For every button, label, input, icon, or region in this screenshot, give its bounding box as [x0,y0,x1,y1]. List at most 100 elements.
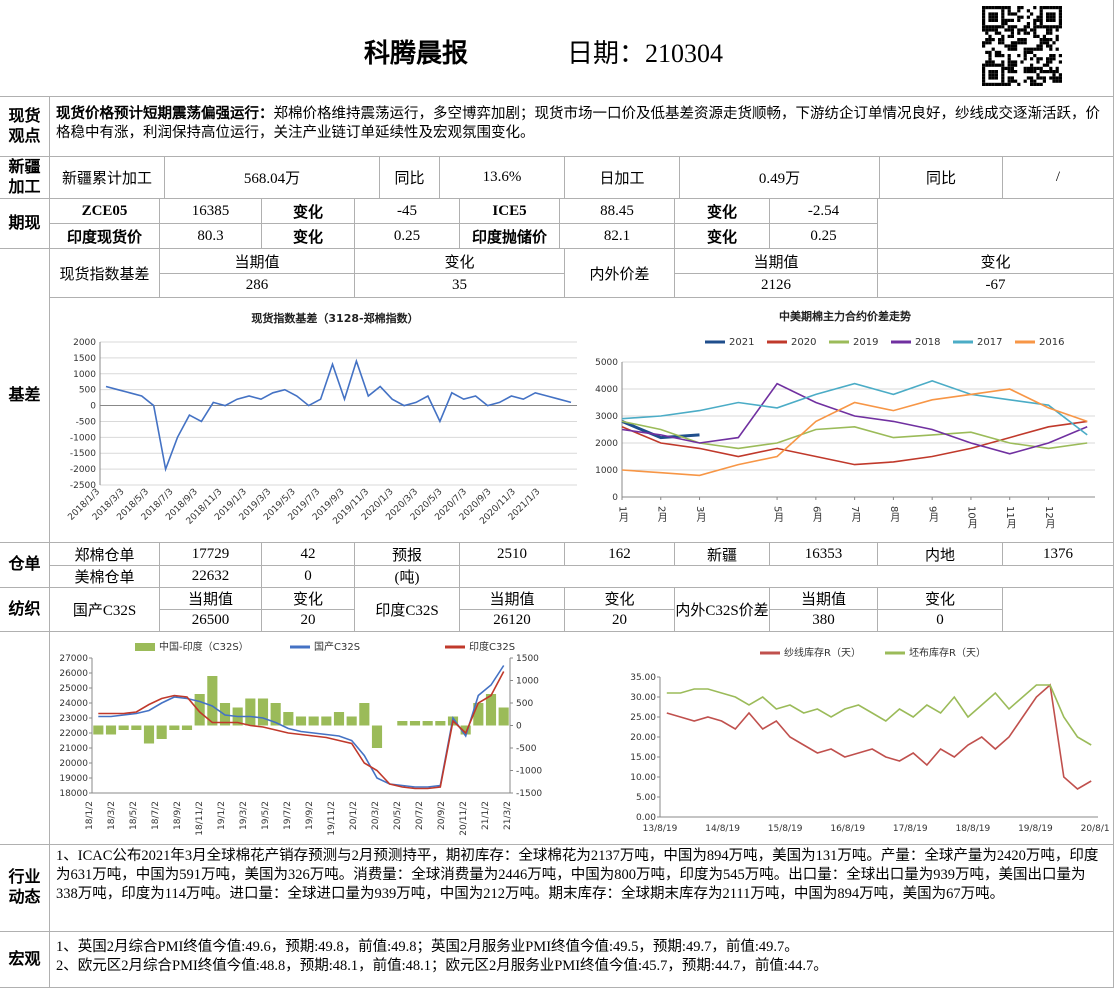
cell: 变化 [564,587,675,610]
qr-module [994,50,998,54]
qr-module [1049,15,1053,19]
legend-swatch [891,340,911,344]
cell: 0 [877,609,1003,632]
qr-module [1030,66,1034,70]
qr-module [1039,70,1043,74]
qr-module [1046,28,1050,32]
qr-module [998,82,1002,86]
qr-module [1014,25,1018,29]
qr-module [1049,70,1053,74]
cell: 变化 [261,198,355,224]
qr-module [1049,57,1053,61]
y-tick-label: 0 [90,402,96,412]
series-line [98,665,505,788]
qr-module [1036,34,1040,38]
qr-module [1033,54,1037,58]
qr-module [1030,50,1034,54]
qr-module [1039,82,1043,86]
qr-module [1033,6,1037,10]
cell: 88.45 [559,198,675,224]
qr-module [1030,82,1034,86]
bar [270,703,281,726]
qr-module [1001,6,1005,10]
x-tick-label: 19/7/2 [283,801,293,830]
qr-module [1042,79,1046,83]
x-tick-label: 20/8/19 [1081,824,1110,834]
qr-module [1052,57,1056,61]
qr-module [985,31,989,35]
qr-module [1014,41,1018,45]
qr-module [1042,25,1046,29]
qr-module [1036,73,1040,77]
qr-module [991,12,995,16]
qr-module [1020,38,1024,42]
y-tick-label: 18000 [59,789,88,799]
cell: 日加工 [564,156,680,199]
qr-module [1052,6,1056,10]
qr-module [1007,28,1011,32]
qr-module [1055,28,1059,32]
qr-module [1049,31,1053,35]
cell: 当期值 [159,248,355,274]
x-tick-label: 18/5/2 [129,801,139,830]
legend-label: 2021 [729,337,754,348]
series-line [666,683,1092,790]
qr-module [1023,31,1027,35]
x-tick-label: 20/11/2 [459,801,469,836]
qr-module [1046,41,1050,45]
cell: 22632 [159,565,262,588]
qr-module [1052,76,1056,80]
qr-module [1004,18,1008,22]
qr-module [1010,63,1014,67]
qr-module [1046,70,1050,74]
cell: 当期值 [459,587,565,610]
x-tick-label: 14/8/19 [705,824,740,834]
x-tick-label: 6月 [810,506,822,523]
legend-label: 印度C32S [469,640,515,653]
qr-module [1007,9,1011,13]
qr-module [988,18,992,22]
row-label [0,631,50,845]
qr-module [998,6,1002,10]
qr-module [1007,66,1011,70]
qr-module [1046,57,1050,61]
bar [321,716,332,726]
x-tick-label: 21/3/2 [503,801,513,830]
cell: 0.49万 [679,156,880,199]
qr-module [985,82,989,86]
qr-module [1058,22,1062,26]
x-tick-label: 18/7/2 [151,801,161,830]
title: 科腾晨报 [364,39,469,68]
qr-module [1014,44,1018,48]
cell: 变化 [877,587,1003,610]
qr-module [991,70,995,74]
qr-module [982,73,986,77]
qr-module [1033,82,1037,86]
y-tick-label: 0.00 [636,813,656,823]
cell: 美棉仓单 [49,565,160,588]
series-line [621,382,1088,455]
cell: 82.1 [559,223,675,249]
qr-module [1030,28,1034,32]
y2-tick-label: 500 [516,699,533,709]
row-label: 基差 [0,248,50,543]
y-tick-label: 25000 [59,684,88,694]
date: 日期：210304 [567,39,724,68]
cell: 印度抛储价 [459,223,560,249]
legend-label: 2020 [791,337,816,348]
qr-module [988,82,992,86]
qr-module [1049,60,1053,64]
qr-module [1052,15,1056,19]
qr-module [1039,18,1043,22]
qr-module [982,9,986,13]
qr-module [988,63,992,67]
bar [118,725,129,730]
bar [435,721,446,726]
qr-module [1023,50,1027,54]
qr-module [1007,76,1011,80]
y-tick-label: -2000 [70,465,96,475]
qr-module [1039,47,1043,51]
qr-module [1017,15,1021,19]
y-tick-label: 500 [79,386,96,396]
y-tick-label: 4000 [595,385,618,395]
